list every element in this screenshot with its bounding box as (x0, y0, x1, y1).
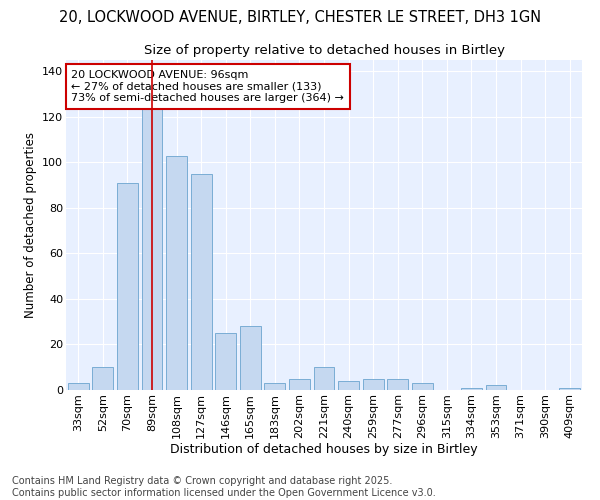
Bar (240, 326, 261, 390)
Bar (362, 378, 383, 390)
Y-axis label: Number of detached properties: Number of detached properties (23, 132, 37, 318)
Bar (289, 378, 310, 390)
Title: Size of property relative to detached houses in Birtley: Size of property relative to detached ho… (143, 44, 505, 58)
Text: 20, LOCKWOOD AVENUE, BIRTLEY, CHESTER LE STREET, DH3 1GN: 20, LOCKWOOD AVENUE, BIRTLEY, CHESTER LE… (59, 10, 541, 25)
Bar (92, 367, 113, 390)
Bar (559, 388, 580, 390)
Bar (265, 383, 286, 390)
Bar (314, 367, 334, 390)
Bar (461, 388, 482, 390)
Bar (117, 183, 138, 390)
Bar (142, 94, 163, 390)
Bar (412, 383, 433, 390)
Text: 20 LOCKWOOD AVENUE: 96sqm
← 27% of detached houses are smaller (133)
73% of semi: 20 LOCKWOOD AVENUE: 96sqm ← 27% of detac… (71, 70, 344, 103)
X-axis label: Distribution of detached houses by size in Birtley: Distribution of detached houses by size … (170, 444, 478, 456)
Bar (68, 383, 89, 390)
Bar (215, 333, 236, 390)
Text: Contains HM Land Registry data © Crown copyright and database right 2025.
Contai: Contains HM Land Registry data © Crown c… (12, 476, 436, 498)
Bar (166, 156, 187, 390)
Bar (338, 381, 359, 390)
Bar (485, 386, 506, 390)
Bar (191, 174, 212, 390)
Bar (387, 378, 408, 390)
